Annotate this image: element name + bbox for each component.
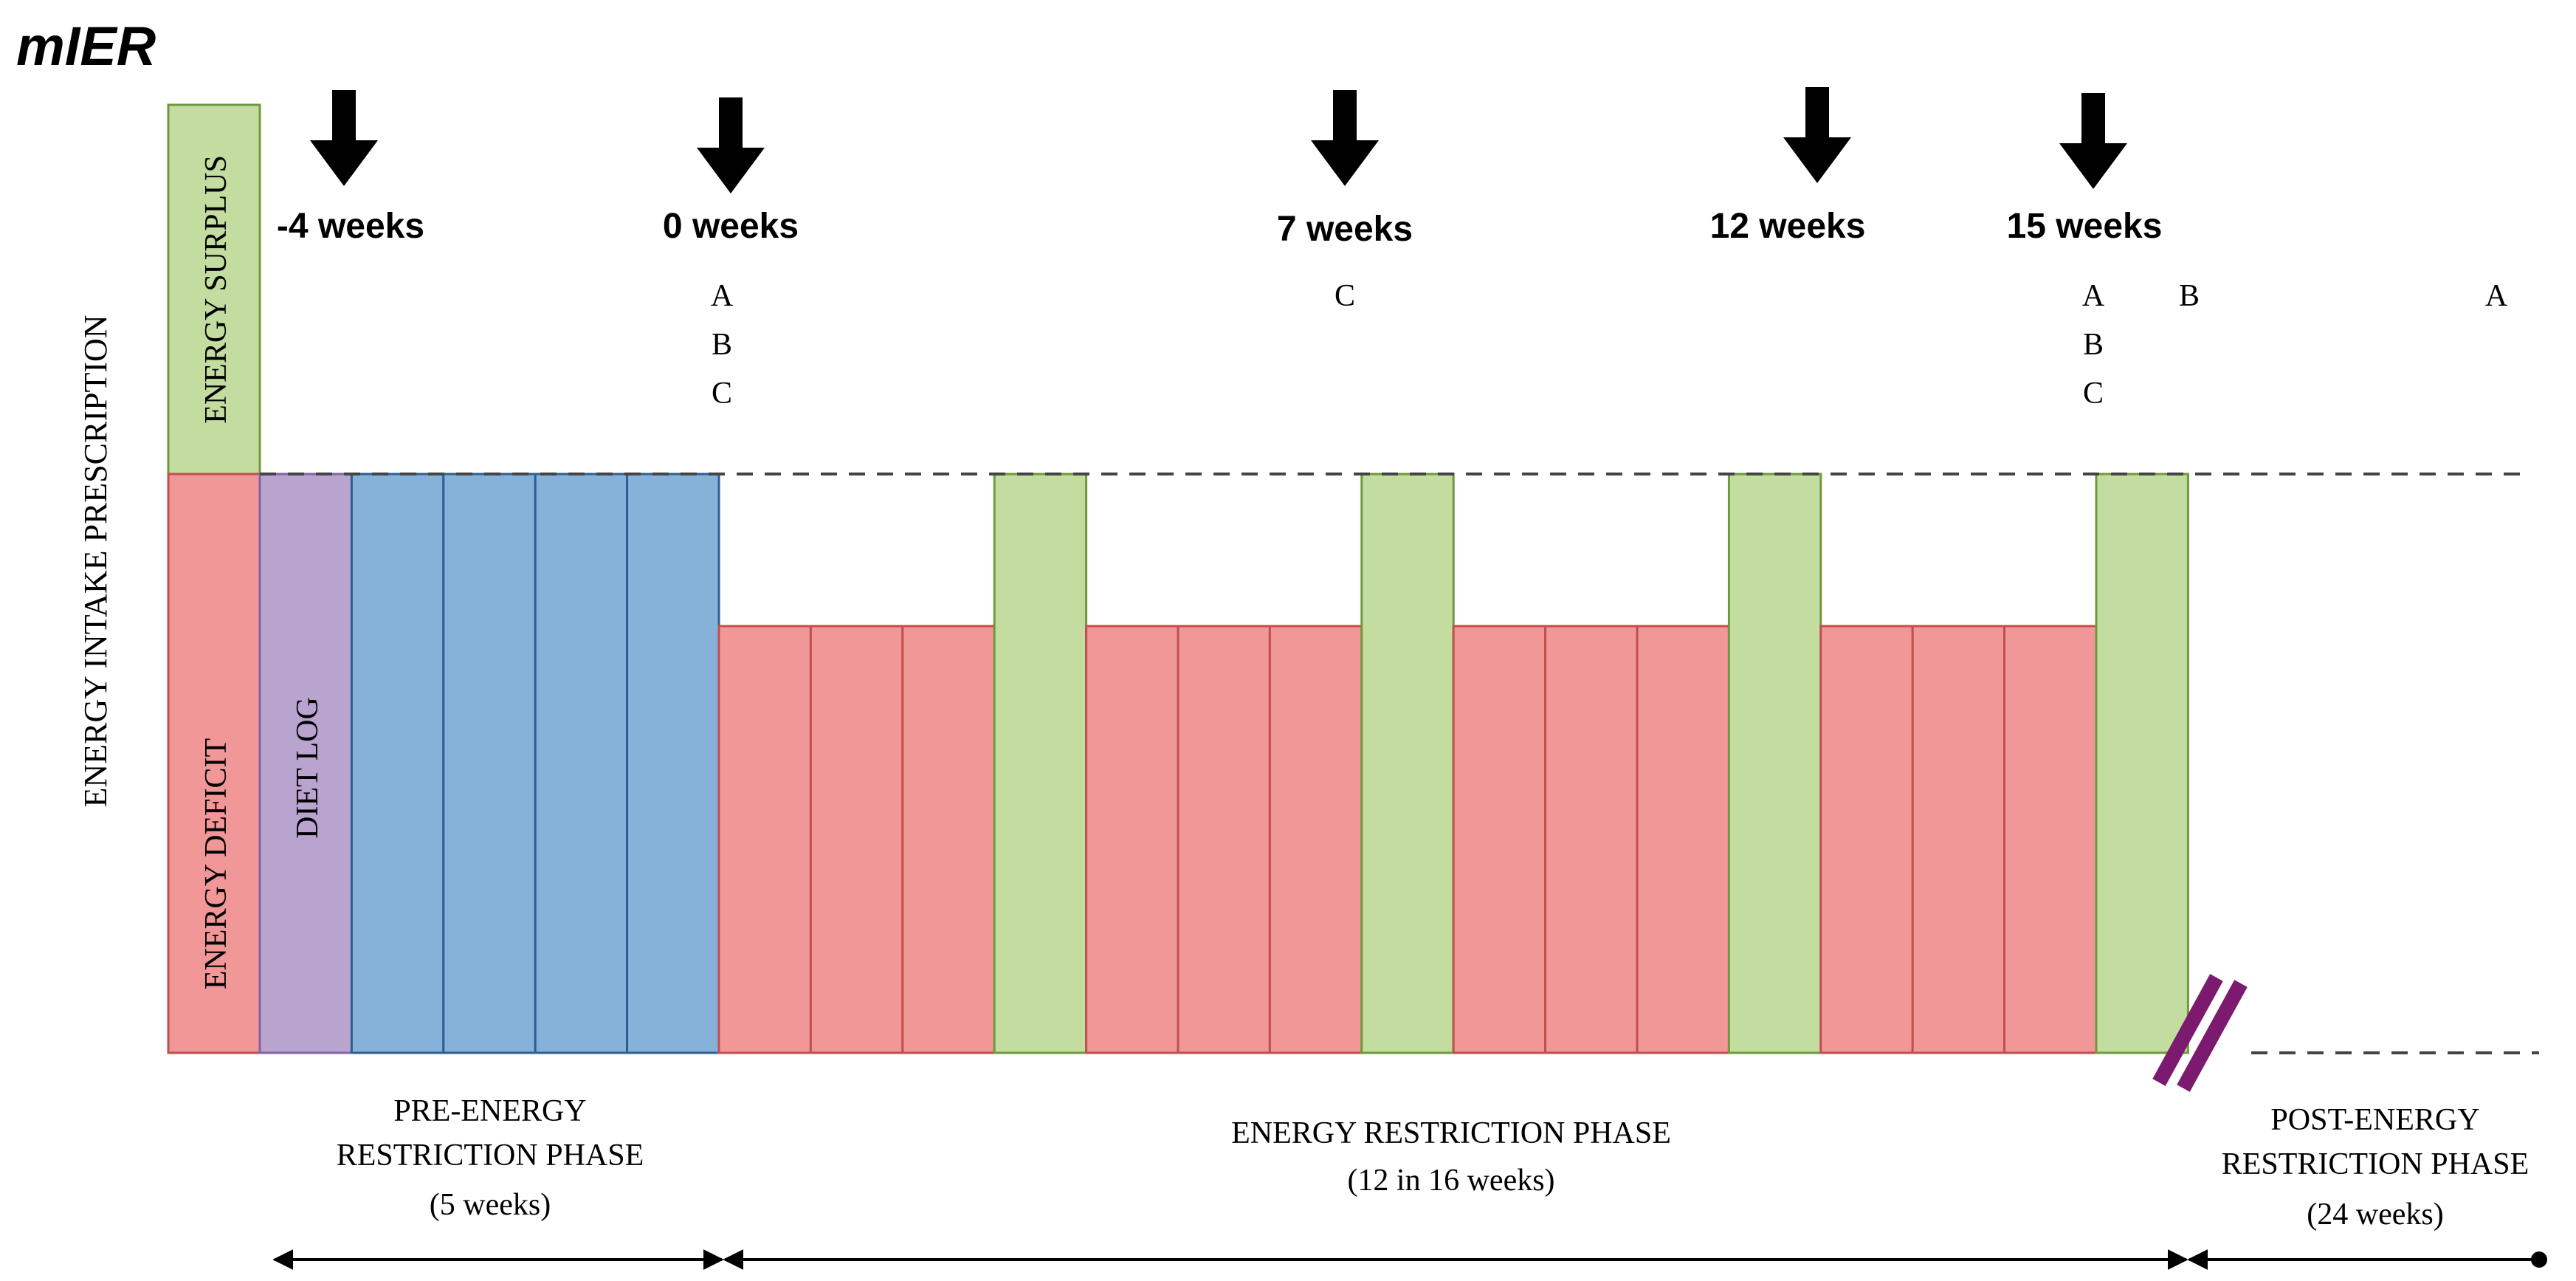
arrow-down-icon	[697, 97, 765, 193]
energy-surplus-legend-bar	[167, 103, 261, 475]
deficit-week-bar	[901, 625, 996, 1054]
balance-week-bar	[993, 473, 1088, 1054]
deficit-week-bar	[1636, 625, 1730, 1054]
post-phase-duration: (24 weeks)	[2307, 1198, 2443, 1232]
timepoint-label: 12 weeks	[1710, 207, 1866, 246]
y-axis-label: ENERGY INTAKE PRESCRIPTION	[78, 315, 114, 807]
timepoint-label: 15 weeks	[2007, 207, 2163, 246]
deficit-week-bar	[1452, 625, 1547, 1054]
deficit-week-bar	[2003, 625, 2098, 1054]
baseline-week-bar	[350, 473, 445, 1054]
energy-surplus-label: ENERGY SURPLUS	[199, 155, 233, 424]
balance-week-bar	[1360, 473, 1455, 1054]
arrow-down-icon	[1311, 90, 1379, 186]
deficit-week-bar	[1177, 625, 1271, 1054]
post-phase-label-line1: POST-ENERGY	[2270, 1103, 2479, 1137]
break-mark-slash-2	[2177, 980, 2248, 1092]
arrow-down-icon	[310, 90, 378, 186]
deficit-week-bar	[1544, 625, 1639, 1054]
pre-phase-label-line1: PRE-ENERGY	[393, 1094, 586, 1128]
diagram-title: mIER	[16, 16, 156, 77]
deficit-week-bar	[1268, 625, 1363, 1054]
timepoint-label: -4 weeks	[277, 207, 424, 246]
pre-phase-duration: (5 weeks)	[430, 1188, 551, 1222]
measure-letter: A	[2485, 279, 2508, 313]
measure-letter: B	[2179, 279, 2200, 313]
measure-letter: C	[1335, 279, 1355, 313]
diet-log-bar	[258, 473, 353, 1054]
diet-log-label: DIET LOG	[291, 697, 325, 839]
timepoint-label: 7 weeks	[1277, 210, 1413, 249]
arrow-down-icon	[1783, 87, 1851, 183]
measure-letter: C	[2083, 377, 2104, 411]
break-mark	[2152, 974, 2248, 1092]
deficit-week-bar	[1819, 625, 1914, 1054]
energy-deficit-legend-bar	[167, 473, 261, 1054]
deficit-week-bar	[717, 625, 812, 1054]
balance-week-bar	[2095, 473, 2189, 1054]
timepoint-label: 0 weeks	[663, 207, 799, 246]
energy-deficit-label: ENERGY DEFICIT	[199, 738, 233, 989]
weekly-schedule-bars	[258, 473, 2189, 1054]
measure-letter: A	[2082, 279, 2105, 313]
baseline-week-bar	[534, 473, 629, 1054]
arrow-down-icon	[2059, 93, 2127, 189]
measure-letter: A	[711, 279, 734, 313]
break-mark-slash-1	[2152, 974, 2223, 1086]
timepoint-arrows	[310, 87, 2127, 193]
post-phase-label-line2: RESTRICTION PHASE	[2222, 1147, 2529, 1181]
balance-week-bar	[1727, 473, 1822, 1054]
restriction-phase-duration: (12 in 16 weeks)	[1347, 1164, 1554, 1198]
measure-letter: B	[712, 328, 732, 362]
restriction-phase-label: ENERGY RESTRICTION PHASE	[1231, 1116, 1671, 1150]
measure-letter: C	[712, 377, 732, 411]
deficit-week-bar	[809, 625, 904, 1054]
baseline-week-bar	[626, 473, 720, 1054]
deficit-week-bar	[1911, 625, 2006, 1054]
measure-letter: B	[2083, 328, 2104, 362]
end-dot	[2531, 1251, 2547, 1268]
baseline-week-bar	[442, 473, 537, 1054]
pre-phase-label-line2: RESTRICTION PHASE	[337, 1139, 644, 1172]
deficit-week-bar	[1085, 625, 1179, 1054]
